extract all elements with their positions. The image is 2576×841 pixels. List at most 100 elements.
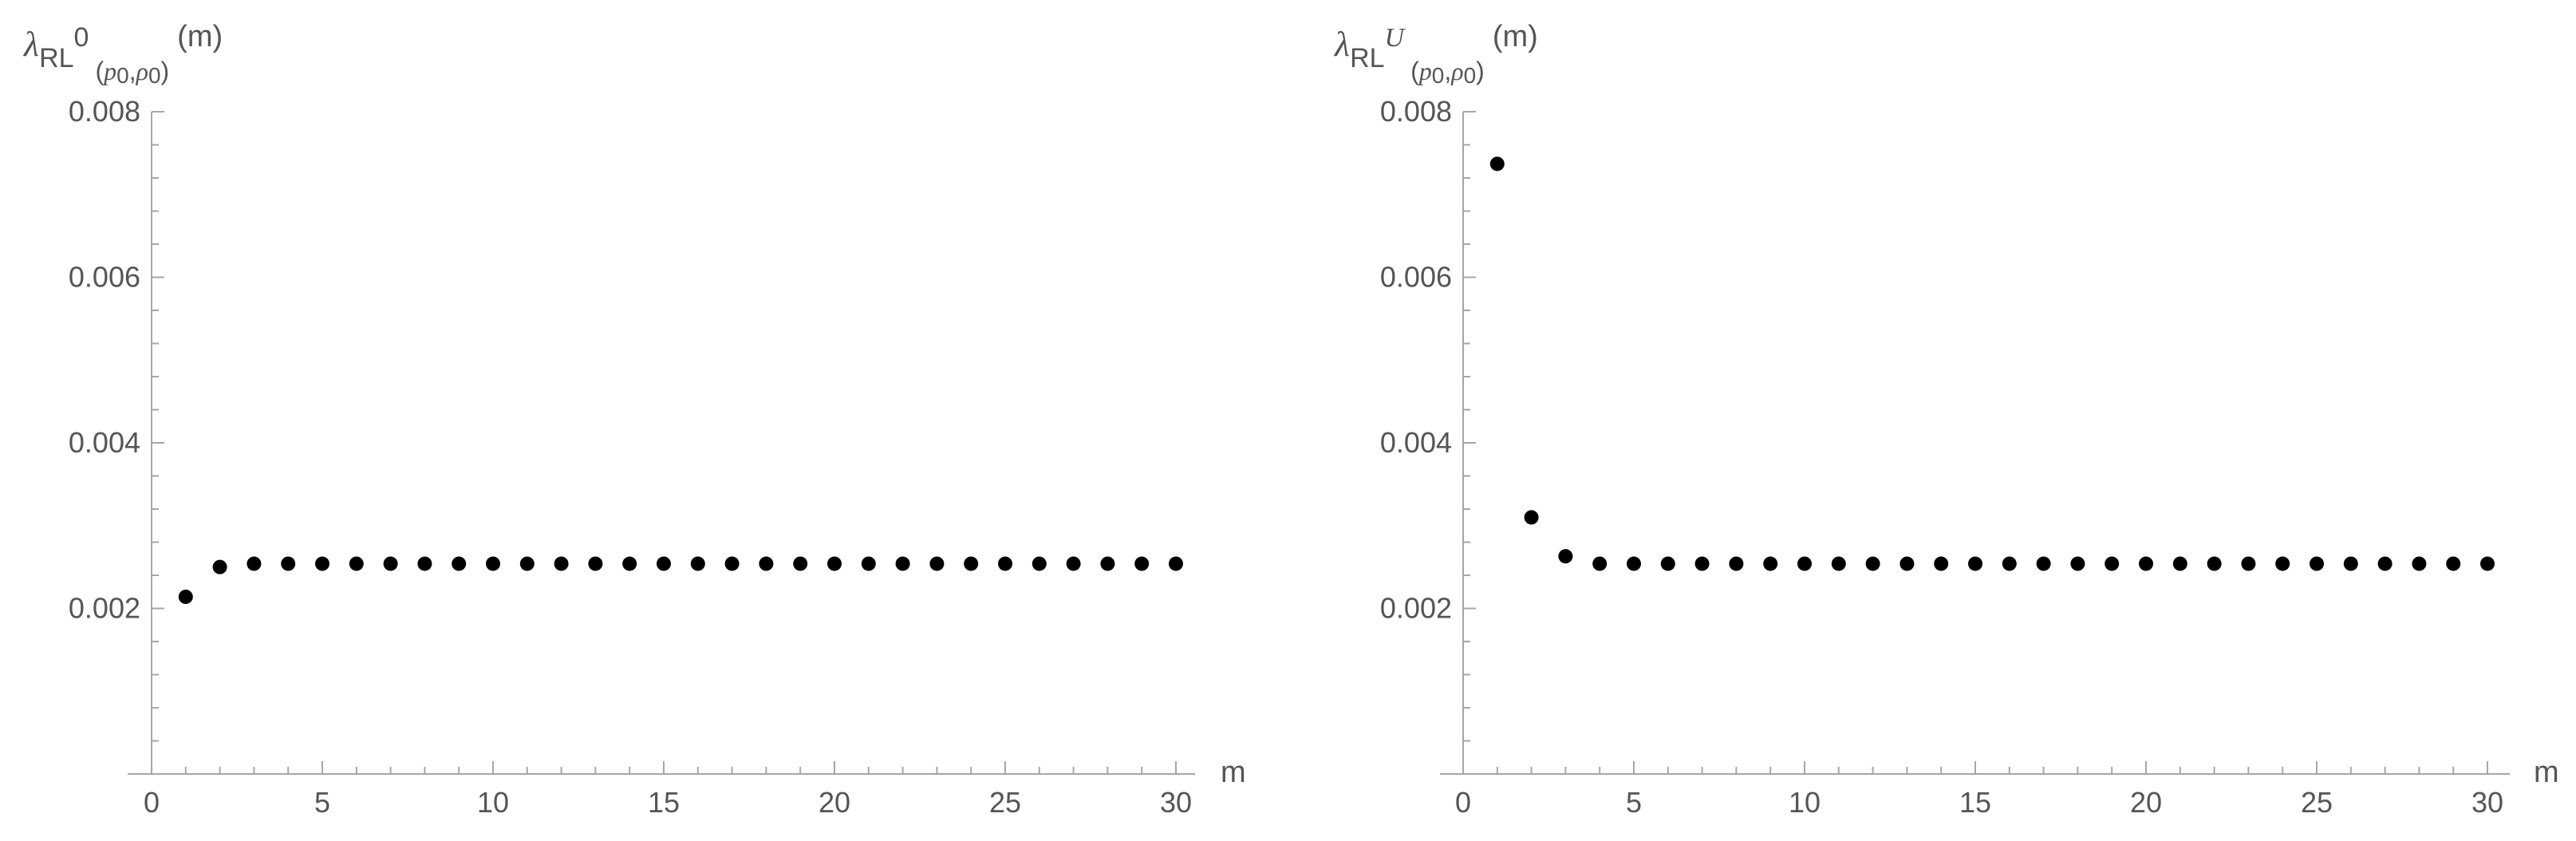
data-point [657,556,671,571]
data-points [1489,156,2495,571]
ylabel-sup: 0 [74,22,89,53]
data-point [1660,556,1675,571]
x-tick-label: 5 [314,786,330,819]
x-tick-label: 25 [2301,786,2333,819]
x-tick-label: 0 [1455,786,1471,819]
ylabel-sub2-rho-sub: 0 [148,63,161,88]
y-tick-label: 0.006 [1380,261,1452,294]
y-tick-label: 0.004 [69,426,140,459]
data-point [1032,556,1047,571]
data-point [2480,556,2495,571]
ylabel-sub: RL [1350,43,1384,73]
data-point [1797,556,1812,571]
data-point [2172,556,2187,571]
data-point [895,556,910,571]
ylabel-sub2-comma: , [129,57,136,85]
data-point [2446,556,2461,571]
x-tick-label: 0 [144,786,160,819]
data-point [2275,556,2290,571]
ylabel-sub2-rho-sub: 0 [1464,63,1477,88]
data-point [486,556,500,571]
y-tick-label: 0.008 [69,95,140,128]
ylabel-lambda: λ [22,25,39,64]
data-point [1865,556,1880,571]
y-tick-label: 0.006 [69,261,140,294]
x-axis-label: m [1221,756,1246,789]
ylabel-sub2-p-sub: 0 [116,63,129,88]
x-tick-label: 10 [477,786,509,819]
data-point [1524,510,1539,525]
data-point [1134,556,1150,571]
data-point [417,556,432,571]
ylabel-sup: U [1385,23,1406,53]
ylabel-sub2-open: ( [1410,57,1419,85]
data-point [281,556,296,571]
data-point [1729,556,1744,571]
x-axis-label: m [2534,756,2559,789]
data-point [452,556,467,571]
x-tick-label: 30 [2471,786,2503,819]
data-point [315,556,329,571]
y-tick-label: 0.002 [1380,592,1452,625]
ylabel-arg: (m) [1493,20,1538,53]
data-point [724,556,740,571]
data-point [1627,556,1641,571]
data-point [1100,556,1115,571]
data-point [519,556,535,571]
data-point [2241,556,2256,571]
ylabel-sub2-close: ) [161,57,170,85]
y-tick-label: 0.008 [1380,95,1452,128]
chart-panel-left: λRL0(p0,ρ0)(m) 0 5 10 15 20 25 30 0.0020.0040.… [22,20,1246,819]
ylabel-arg: (m) [177,20,223,53]
data-point [1694,556,1710,571]
data-point [2002,556,2017,571]
y-minor-ticks [152,111,164,742]
ylabel-lambda: λ [1333,25,1350,64]
data-point [1968,556,1982,571]
y-ticks: 0.002 0.004 0.006 0.008 [69,95,140,625]
data-point [929,556,945,571]
x-tick-label: 20 [819,786,850,819]
chart-panel-right: λRLU(p0,ρ0)(m) 0 5 10 15 20 25 30 0.0020.0040.… [1333,20,2559,819]
data-point [1899,556,1915,571]
data-point [2310,556,2324,571]
data-point [1831,556,1846,571]
data-point [178,589,193,604]
data-point [1592,556,1608,571]
data-point [861,556,876,571]
y-minor-ticks [1463,111,1476,742]
data-point [793,556,808,571]
ylabel-sub2-p-sub: 0 [1432,63,1445,88]
data-point [2343,556,2358,571]
ylabel-sub2-rho: ρ [1450,57,1463,85]
ylabel-sub2-p: p [1418,57,1432,85]
data-point [588,556,603,571]
data-point [622,556,637,571]
data-point [2070,556,2085,571]
data-point [1558,549,1573,564]
data-point [759,556,774,571]
data-points [178,556,1183,604]
y-tick-label: 0.004 [1380,426,1452,459]
ylabel-sub2-open: ( [95,57,104,85]
data-point [1763,556,1778,571]
x-ticks: 0 5 10 15 20 25 30 [1455,761,2503,819]
data-point [1489,156,1505,172]
data-point [998,556,1012,571]
ylabel-sub2-comma: , [1444,57,1451,85]
data-point [383,556,398,571]
ylabel-sub: RL [39,43,73,73]
data-point [1169,556,1183,571]
data-point [964,556,979,571]
data-point [2377,556,2393,571]
x-tick-label: 25 [989,786,1021,819]
x-tick-label: 30 [1160,786,1192,819]
x-ticks: 0 5 10 15 20 25 30 [144,761,1192,819]
data-point [1066,556,1081,571]
ylabel-sub2-rho: ρ [136,57,148,85]
data-point [2036,556,2051,571]
ylabel-sub2-close: ) [1476,57,1485,85]
data-point [2207,556,2222,571]
y-ticks: 0.002 0.004 0.006 0.008 [1380,95,1452,625]
